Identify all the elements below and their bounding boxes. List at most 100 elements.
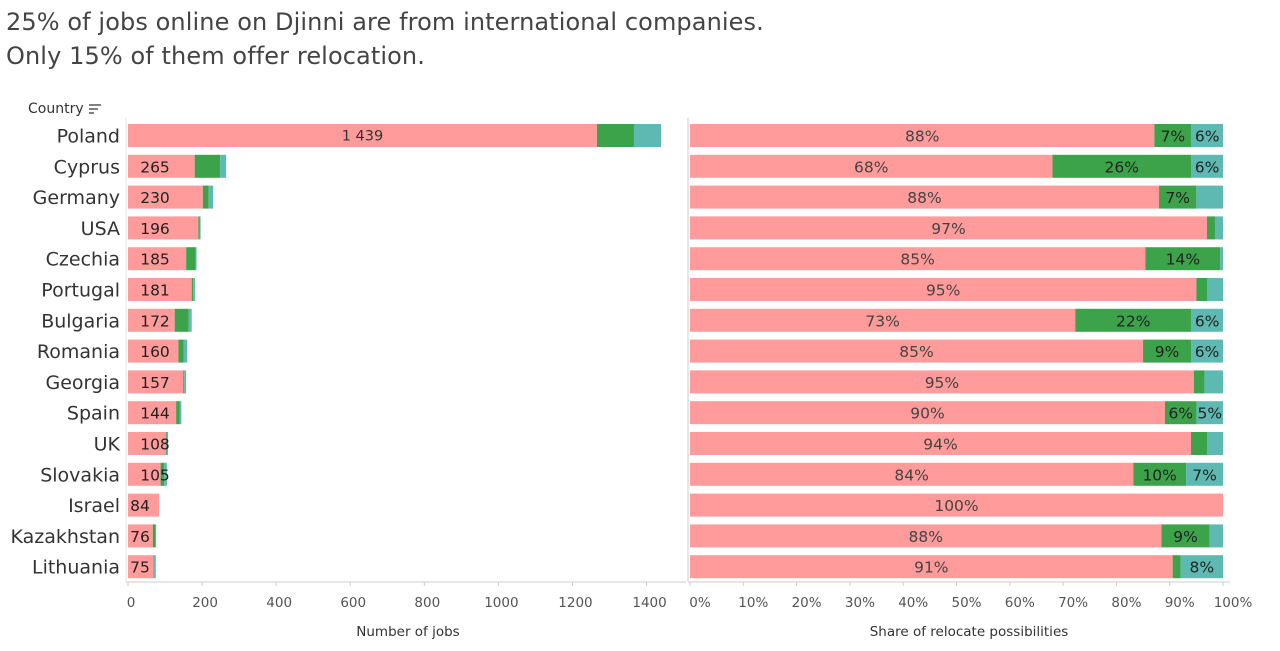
share-data-label: 10%: [1142, 466, 1176, 484]
jobs-bar-other-romania[interactable]: [183, 339, 188, 363]
share-bar-no-relocation-portugal[interactable]: [690, 278, 1197, 301]
country-column-header[interactable]: Country: [28, 101, 84, 117]
jobs-bar-other-georgia[interactable]: [184, 370, 187, 394]
share-bar-relocation-spain[interactable]: [1164, 401, 1197, 425]
jobs-bar-relocation-romania[interactable]: [178, 339, 184, 363]
share-bar-relocation-uk[interactable]: [1191, 432, 1208, 455]
jobs-bar-relocation-cyprus[interactable]: [194, 154, 221, 178]
jobs-bar-no-relocation-poland[interactable]: [128, 124, 597, 147]
share-bar-no-relocation-usa[interactable]: [690, 216, 1208, 240]
share-bar-relocation-portugal[interactable]: [1196, 278, 1208, 301]
share-bar-no-relocation-lithuania[interactable]: [690, 555, 1173, 579]
share-data-label: 14%: [1166, 251, 1200, 269]
jobs-bar-no-relocation-kazakhstan[interactable]: [128, 524, 153, 548]
share-bar-other-georgia[interactable]: [1204, 370, 1223, 394]
share-bar-no-relocation-uk[interactable]: [690, 432, 1192, 455]
jobs-bar-other-bulgaria[interactable]: [188, 308, 192, 332]
x-tick-label-share: 80%: [1111, 595, 1141, 611]
share-bar-other-czechia[interactable]: [1220, 247, 1223, 271]
share-bar-no-relocation-germany[interactable]: [690, 185, 1160, 209]
share-bar-relocation-usa[interactable]: [1207, 216, 1216, 240]
jobs-bar-relocation-georgia[interactable]: [183, 370, 185, 394]
share-bar-other-uk[interactable]: [1207, 432, 1223, 455]
jobs-bar-no-relocation-czechia[interactable]: [128, 247, 187, 271]
country-label-lithuania: Lithuania: [32, 557, 120, 579]
jobs-bar-other-uk[interactable]: [166, 432, 169, 455]
jobs-bar-no-relocation-slovakia[interactable]: [128, 462, 161, 486]
share-bar-relocation-romania[interactable]: [1143, 339, 1192, 363]
jobs-bar-other-slovakia[interactable]: [164, 462, 167, 486]
jobs-bar-no-relocation-uk[interactable]: [128, 432, 166, 455]
jobs-bar-relocation-slovakia[interactable]: [160, 462, 165, 486]
jobs-bar-relocation-bulgaria[interactable]: [174, 308, 189, 332]
jobs-bar-other-usa[interactable]: [199, 216, 201, 240]
share-bar-other-bulgaria[interactable]: [1191, 308, 1223, 332]
jobs-bar-no-relocation-portugal[interactable]: [128, 278, 192, 301]
share-bar-relocation-slovakia[interactable]: [1133, 462, 1187, 486]
jobs-bar-no-relocation-bulgaria[interactable]: [128, 308, 175, 332]
share-bar-relocation-poland[interactable]: [1154, 124, 1192, 147]
share-bar-relocation-lithuania[interactable]: [1172, 555, 1181, 579]
sort-descending-icon[interactable]: [88, 103, 102, 115]
jobs-bar-relocation-usa[interactable]: [198, 216, 200, 240]
jobs-bar-no-relocation-israel[interactable]: [128, 493, 160, 517]
x-tick-label-share: 10%: [738, 595, 768, 611]
jobs-bar-other-germany[interactable]: [208, 185, 214, 209]
share-bar-other-lithuania[interactable]: [1180, 555, 1223, 579]
share-bar-no-relocation-kazakhstan[interactable]: [690, 524, 1162, 548]
jobs-bar-no-relocation-spain[interactable]: [128, 401, 177, 425]
jobs-bar-no-relocation-romania[interactable]: [128, 339, 179, 363]
jobs-bar-relocation-spain[interactable]: [176, 401, 180, 425]
share-bar-no-relocation-georgia[interactable]: [690, 370, 1194, 394]
share-bar-relocation-cyprus[interactable]: [1052, 154, 1192, 178]
share-bar-relocation-kazakhstan[interactable]: [1161, 524, 1210, 548]
jobs-bar-other-kazakhstan[interactable]: [155, 524, 157, 548]
share-data-label: 6%: [1195, 312, 1220, 330]
jobs-bar-relocation-uk[interactable]: [165, 432, 167, 455]
jobs-bar-other-spain[interactable]: [179, 401, 182, 425]
x-tick-label-share: 100%: [1214, 595, 1253, 611]
share-bar-other-spain[interactable]: [1196, 401, 1223, 425]
share-bar-other-portugal[interactable]: [1207, 278, 1223, 301]
share-bar-no-relocation-bulgaria[interactable]: [690, 308, 1076, 332]
share-bar-other-germany[interactable]: [1196, 185, 1223, 209]
jobs-bar-other-cyprus[interactable]: [220, 154, 227, 178]
share-bar-no-relocation-czechia[interactable]: [690, 247, 1146, 271]
share-bar-relocation-czechia[interactable]: [1145, 247, 1221, 271]
share-bar-other-slovakia[interactable]: [1186, 462, 1223, 486]
jobs-bar-no-relocation-usa[interactable]: [128, 216, 199, 240]
jobs-bar-relocation-poland[interactable]: [596, 124, 634, 147]
jobs-bar-no-relocation-lithuania[interactable]: [128, 555, 154, 579]
jobs-bar-other-czechia[interactable]: [195, 247, 197, 271]
share-bar-relocation-georgia[interactable]: [1193, 370, 1205, 394]
jobs-total-label: 172: [140, 312, 170, 330]
jobs-bar-other-portugal[interactable]: [193, 278, 196, 301]
jobs-bar-relocation-germany[interactable]: [202, 185, 209, 209]
share-bar-no-relocation-slovakia[interactable]: [690, 462, 1134, 486]
share-data-label: 90%: [910, 405, 944, 423]
share-bar-relocation-germany[interactable]: [1159, 185, 1197, 209]
jobs-bar-no-relocation-cyprus[interactable]: [128, 154, 195, 178]
jobs-bar-relocation-czechia[interactable]: [186, 247, 196, 271]
jobs-total-label: 185: [140, 251, 170, 269]
jobs-bar-relocation-kazakhstan[interactable]: [152, 524, 156, 548]
share-bar-other-usa[interactable]: [1215, 216, 1223, 240]
share-data-label: 7%: [1161, 128, 1186, 146]
share-bar-other-cyprus[interactable]: [1191, 154, 1223, 178]
share-bar-other-poland[interactable]: [1191, 124, 1223, 147]
share-bar-no-relocation-cyprus[interactable]: [690, 154, 1053, 178]
share-bar-no-relocation-spain[interactable]: [690, 401, 1165, 425]
share-bar-no-relocation-poland[interactable]: [690, 124, 1155, 147]
jobs-bar-relocation-portugal[interactable]: [191, 278, 194, 301]
share-bar-relocation-bulgaria[interactable]: [1075, 308, 1192, 332]
jobs-bar-no-relocation-georgia[interactable]: [128, 370, 184, 394]
share-bar-no-relocation-romania[interactable]: [690, 339, 1144, 363]
share-bar-other-romania[interactable]: [1191, 339, 1223, 363]
share-bar-other-kazakhstan[interactable]: [1209, 524, 1223, 548]
share-bar-no-relocation-israel[interactable]: [690, 493, 1223, 517]
x-tick-label-jobs: 1400: [632, 595, 666, 611]
jobs-bar-no-relocation-germany[interactable]: [128, 185, 203, 209]
jobs-bar-other-lithuania[interactable]: [153, 555, 156, 579]
jobs-total-label: 108: [140, 436, 170, 454]
jobs-bar-other-poland[interactable]: [633, 124, 661, 147]
